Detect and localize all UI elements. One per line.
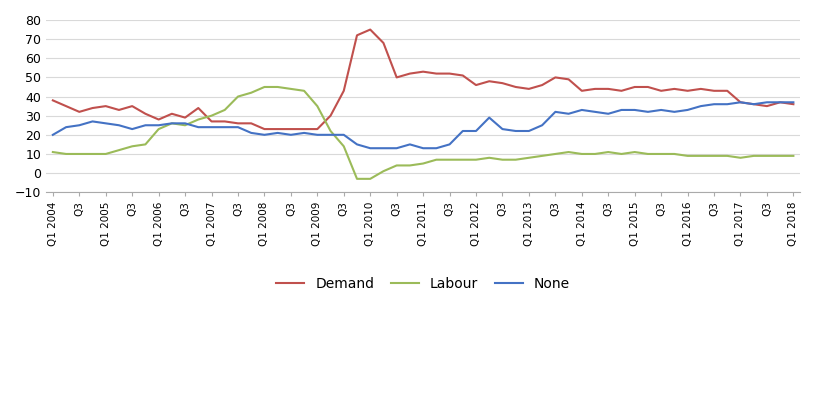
Legend: Demand, Labour, None: Demand, Labour, None xyxy=(271,271,575,297)
None xyxy=(246,130,256,135)
Line: Demand: Demand xyxy=(53,29,793,129)
Demand xyxy=(48,98,58,103)
Demand xyxy=(88,105,98,110)
Labour xyxy=(259,85,269,90)
Labour xyxy=(590,151,600,156)
None xyxy=(577,107,587,112)
Labour xyxy=(246,90,256,95)
Labour xyxy=(48,149,58,154)
Labour xyxy=(788,154,798,159)
None xyxy=(48,132,58,137)
Line: None: None xyxy=(53,102,793,148)
Labour xyxy=(352,176,362,181)
Demand xyxy=(246,121,256,126)
Line: Labour: Labour xyxy=(53,87,793,179)
Demand xyxy=(74,110,84,115)
Labour xyxy=(74,151,84,156)
None xyxy=(736,100,746,105)
Demand xyxy=(392,75,402,80)
None xyxy=(564,111,574,116)
None xyxy=(378,146,388,151)
None xyxy=(88,119,98,124)
None xyxy=(365,146,375,151)
Demand xyxy=(365,27,375,32)
Labour xyxy=(577,151,587,156)
None xyxy=(788,100,798,105)
Demand xyxy=(259,127,269,132)
None xyxy=(74,123,84,128)
Labour xyxy=(88,151,98,156)
Demand xyxy=(788,102,798,107)
Demand xyxy=(590,86,600,91)
Demand xyxy=(577,88,587,93)
Labour xyxy=(392,163,402,168)
